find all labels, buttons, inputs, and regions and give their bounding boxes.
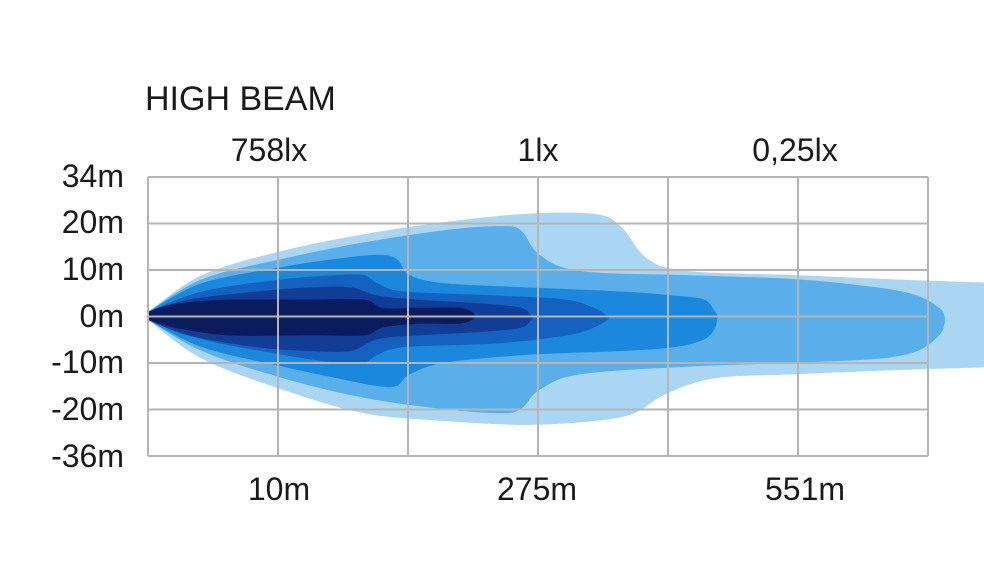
top-label-1lx: 1lx xyxy=(518,132,559,168)
y-tick-minus-10m: -10m xyxy=(51,344,124,380)
x-tick-275m: 275m xyxy=(497,471,577,507)
y-tick-20m: 20m xyxy=(62,204,124,240)
y-tick-labels: 34m 20m 10m 0m -10m -20m -36m xyxy=(51,158,124,474)
top-label-758lx: 758lx xyxy=(231,132,308,168)
y-tick-minus-20m: -20m xyxy=(51,391,124,427)
y-tick-10m: 10m xyxy=(62,251,124,287)
x-tick-labels: 10m 275m 551m xyxy=(248,471,845,507)
x-tick-10m: 10m xyxy=(248,471,310,507)
light-pattern-areas xyxy=(148,212,984,425)
y-tick-minus-36m: -36m xyxy=(51,438,124,474)
x-tick-551m: 551m xyxy=(765,471,845,507)
top-label-0-25lx: 0,25lx xyxy=(752,132,837,168)
grid xyxy=(147,176,929,457)
chart-title: HIGH BEAM xyxy=(145,80,336,118)
top-labels: 758lx 1lx 0,25lx xyxy=(231,132,838,168)
y-tick-34m: 34m xyxy=(62,158,124,194)
y-tick-0m: 0m xyxy=(80,298,124,334)
